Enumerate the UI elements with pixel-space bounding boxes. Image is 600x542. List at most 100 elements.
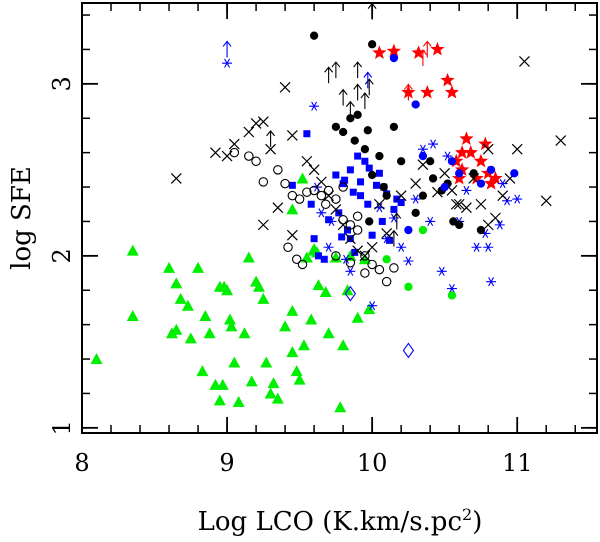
black-crosses-point [308, 164, 320, 176]
green-triangles-point [337, 339, 350, 351]
black-open-circles-point [244, 151, 254, 161]
blue-asterisks-point [222, 58, 233, 68]
black-crosses-point [315, 176, 327, 188]
blue-filled-circles-point [440, 182, 449, 192]
blue-asterisks-point [326, 216, 337, 227]
blue-upper-limit-arrows-point [222, 40, 232, 58]
green-triangles-point [163, 261, 176, 273]
black-open-circles-point [291, 254, 302, 265]
black-open-circles-point [331, 194, 341, 204]
red-stars-point [440, 72, 455, 87]
x-tick-label: 9 [219, 449, 234, 477]
black-open-circles-point [345, 257, 356, 268]
plot-frame [81, 2, 598, 434]
black-filled-circles-point [428, 174, 438, 183]
green-triangles-point [245, 375, 258, 387]
green-triangles-point [286, 203, 299, 215]
blue-squares-point [368, 231, 376, 239]
x-tick-label: 10 [357, 449, 388, 477]
green-triangles-point [358, 253, 371, 265]
green-triangles-point [363, 303, 376, 315]
black-upper-limit-arrows-point [353, 61, 363, 79]
black-filled-circles-point [309, 31, 319, 40]
green-triangles-point [196, 365, 209, 377]
blue-asterisks-point [471, 242, 482, 252]
black-crosses-point [410, 178, 422, 190]
y-axis-label: log SFE [7, 166, 37, 270]
blue-asterisks-point [345, 266, 356, 276]
green-triangles-point [203, 327, 216, 339]
green-triangles-point [223, 313, 236, 325]
black-filled-circles-point [363, 126, 372, 135]
green-triangles-point [192, 261, 205, 273]
black-open-circles-point [302, 187, 312, 197]
black-filled-circles-point [397, 157, 406, 166]
black-crosses-point [170, 173, 182, 184]
black-crosses-point [366, 241, 378, 253]
green-triangles-point [260, 356, 273, 368]
blue-asterisks-point [403, 256, 414, 266]
green-triangles-point [319, 285, 332, 297]
green-triangles-point [297, 339, 310, 351]
blue-squares-point [364, 200, 372, 208]
red-upper-limit-arrows-point [422, 40, 432, 58]
blue-asterisks-point [494, 220, 505, 230]
red-stars-point [449, 153, 464, 168]
blue-asterisks-point [461, 185, 472, 196]
green-triangles-point [351, 311, 364, 323]
blue-squares-point [310, 235, 318, 243]
green-filled-circles-point [447, 291, 457, 300]
red-stars-point [478, 136, 493, 151]
black-open-circles-point [338, 214, 348, 225]
black-upper-limit-arrows-point [345, 100, 355, 118]
black-upper-limit-arrows-point [392, 212, 402, 230]
black-open-circles-point [258, 177, 269, 187]
black-crosses-point [337, 219, 349, 231]
black-filled-circles-point [469, 169, 478, 178]
blue-filled-circles-point [455, 169, 464, 178]
blue-asterisks-point [497, 179, 508, 189]
green-triangles-point [213, 394, 226, 406]
blue-filled-circles-point [418, 151, 428, 161]
black-crosses-point [210, 147, 221, 159]
black-upper-limit-arrows-point [360, 92, 370, 110]
blue-asterisks-point [309, 101, 320, 111]
blue-squares-point [303, 130, 311, 138]
blue-asterisks-point [341, 254, 352, 264]
blue-squares-point [349, 188, 357, 196]
blue-squares-point [365, 164, 373, 172]
black-upper-limit-arrows-point [353, 83, 363, 101]
black-open-circles-point [297, 259, 308, 270]
blue-squares-point [372, 181, 380, 189]
black-crosses-point [450, 198, 462, 210]
black-upper-limit-arrows-point [364, 78, 374, 96]
black-filled-circles-point [379, 182, 388, 192]
blue-asterisks-point [316, 208, 327, 218]
black-crosses-point [482, 143, 494, 155]
blue-filled-circles-point [404, 225, 413, 235]
black-open-circles-point [345, 220, 356, 230]
black-open-circles-point [294, 194, 305, 204]
green-filled-circles-point [382, 255, 391, 264]
black-upper-limit-arrows-point [389, 229, 399, 247]
green-filled-circles-point [418, 225, 428, 235]
black-filled-circles-point [350, 136, 359, 145]
x-axis-label-main: Log LCO (K.km/s.pc [198, 507, 462, 537]
black-filled-circles-point [365, 217, 374, 226]
black-crosses-point [272, 202, 284, 214]
black-filled-circles-point [476, 225, 486, 235]
black-upper-limit-arrows-point [331, 61, 341, 79]
black-upper-limit-arrows-point [324, 66, 334, 84]
green-triangles-point [170, 323, 183, 335]
red-stars-point [420, 84, 435, 99]
green-triangles-point [286, 346, 299, 358]
black-filled-circles-point [367, 40, 377, 49]
green-triangles-point [90, 353, 103, 365]
green-triangles-point [221, 284, 234, 296]
blue-squares-point [397, 199, 405, 207]
blue-asterisks-point [436, 266, 447, 276]
green-triangles-point [170, 277, 183, 289]
blue-filled-circles-point [447, 157, 457, 166]
green-triangles-point [300, 251, 313, 263]
